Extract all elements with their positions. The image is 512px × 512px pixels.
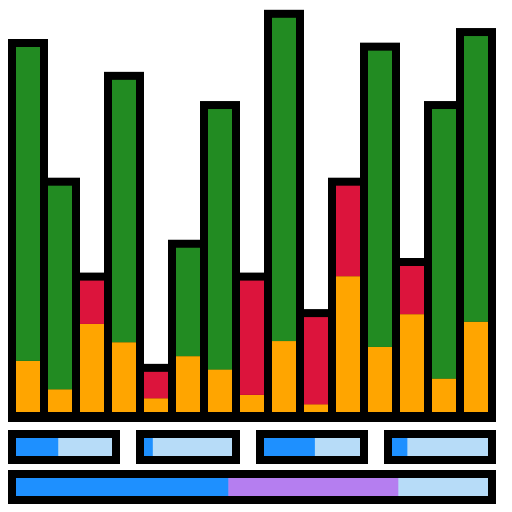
bar-segment-red	[304, 317, 328, 405]
bar-segment-orange	[240, 394, 264, 412]
bar-segment-green	[208, 109, 232, 370]
slider-fill[interactable]	[264, 438, 315, 456]
bar-segment-orange	[208, 369, 232, 412]
bar-segment-orange	[80, 323, 104, 412]
bar-segment-orange	[368, 346, 392, 412]
bar-segment-orange	[16, 360, 40, 412]
bar-segment-red	[336, 185, 360, 277]
bar-segment-green	[368, 50, 392, 347]
bar-segment-red	[400, 266, 424, 315]
slider-track[interactable]	[144, 438, 232, 456]
bar-segment-orange	[112, 342, 136, 412]
bar-segment-orange	[336, 276, 360, 412]
progress-fill-blue	[16, 478, 229, 496]
bar-segment-green	[48, 185, 72, 390]
bar-segment-orange	[272, 341, 296, 412]
bar-segment-orange	[400, 314, 424, 412]
bar-segment-green	[432, 109, 456, 379]
bar-segment-green	[272, 17, 296, 342]
slider-fill[interactable]	[16, 438, 59, 456]
bar-segment-orange	[144, 398, 168, 412]
bar-segment-orange	[48, 389, 72, 412]
bar-segment-red	[80, 280, 104, 324]
progress-fill-purple	[228, 478, 399, 496]
bar-segment-orange	[464, 321, 488, 412]
bar-segment-red	[240, 280, 264, 395]
bar-segment-green	[16, 47, 40, 361]
bar-segment-orange	[432, 378, 456, 412]
slider-fill[interactable]	[144, 438, 153, 456]
bar-segment-green	[112, 79, 136, 343]
bar-segment-orange	[176, 356, 200, 412]
bar-segment-green	[464, 36, 488, 322]
slider-track[interactable]	[392, 438, 488, 456]
bar-segment-orange	[304, 404, 328, 412]
bar-segment-green	[176, 247, 200, 357]
bar-segment-red	[144, 371, 168, 399]
slider-fill[interactable]	[392, 438, 408, 456]
